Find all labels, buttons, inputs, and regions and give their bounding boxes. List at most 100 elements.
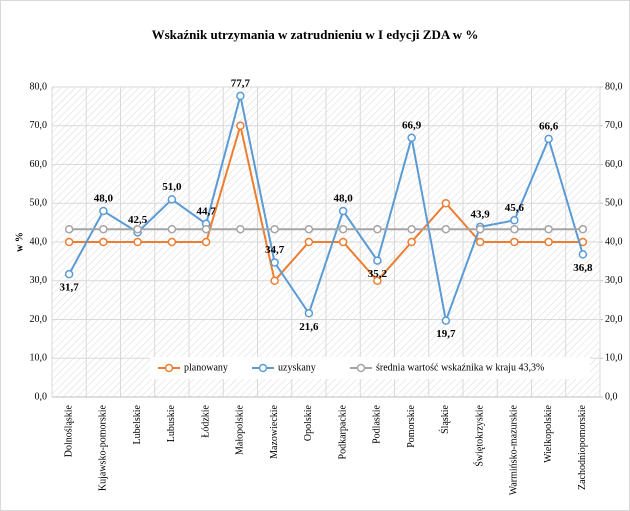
data-label: 45,6: [505, 202, 525, 214]
point-marker: [475, 224, 485, 234]
point-marker: [578, 224, 588, 234]
legend-label: planowany: [184, 362, 228, 373]
y-tick-label: 70,0: [30, 120, 48, 131]
legend-label: średnia wartość wskaźnika w kraju 43,3%: [376, 362, 544, 373]
y2-tick-label: 40,0: [605, 236, 623, 247]
data-label: 21,6: [299, 321, 319, 333]
point-marker: [99, 206, 108, 216]
x-tick-label: Podkarpackie: [337, 404, 348, 459]
point-marker: [304, 237, 314, 247]
y2-tick-label: 80,0: [605, 81, 623, 92]
data-label: 44,7: [197, 205, 217, 217]
point-marker: [441, 316, 451, 325]
point-marker: [544, 237, 553, 247]
point-marker: [373, 224, 382, 234]
point-marker: [544, 134, 553, 144]
point-marker: [304, 309, 314, 318]
data-label: 42,5: [128, 214, 148, 226]
data-label: 51,0: [162, 181, 182, 193]
x-tick-label: Lubuskie: [166, 404, 177, 442]
point-marker: [510, 237, 519, 247]
x-tick-label: Śląskie: [439, 404, 451, 433]
point-marker: [373, 256, 382, 265]
y2-tick-label: 20,0: [605, 314, 623, 325]
point-marker: [64, 237, 74, 247]
x-tick-label: Opolskie: [303, 404, 314, 441]
point-marker: [373, 276, 382, 285]
point-marker: [544, 224, 553, 234]
series-line: [69, 125, 583, 283]
point-marker: [407, 237, 416, 247]
point-marker: [99, 224, 108, 234]
point-marker: [167, 195, 177, 204]
x-tick-label: Kujawsko-pomorskie: [98, 404, 109, 491]
point-marker: [578, 250, 588, 259]
x-tick-label: Lubelskie: [132, 404, 143, 444]
legend-marker: [258, 363, 268, 373]
x-tick-label: Dolnośląskie: [63, 404, 74, 457]
point-marker: [270, 276, 279, 285]
data-label: 66,6: [539, 120, 559, 132]
x-tick-label: Podlaskie: [372, 404, 383, 443]
point-marker: [133, 224, 142, 234]
point-marker: [475, 237, 485, 247]
data-label: 77,7: [231, 77, 251, 89]
point-marker: [441, 199, 451, 208]
point-marker: [167, 237, 177, 247]
data-label: 48,0: [94, 193, 114, 205]
x-tick-label: Łódzkie: [200, 404, 211, 437]
legend-marker: [356, 363, 366, 373]
y-axis-label: w %: [14, 232, 25, 252]
x-tick-label: Warmińsko-mazurskie: [509, 404, 520, 495]
point-marker: [201, 237, 211, 247]
data-label: 34,7: [265, 244, 285, 256]
point-marker: [201, 224, 211, 234]
point-marker: [236, 224, 245, 234]
point-marker: [270, 224, 279, 234]
y-tick-label: 0,0: [35, 391, 48, 402]
point-marker: [407, 133, 416, 143]
x-tick-label: Mazowieckie: [269, 404, 280, 458]
y2-tick-label: 60,0: [605, 159, 623, 170]
x-tick-label: Świętokrzyskie: [473, 404, 485, 466]
point-marker: [236, 121, 245, 130]
x-tick-label: Zachodniopomorskie: [577, 404, 588, 490]
legend-label: uzyskany: [278, 362, 316, 373]
x-tick-label: Wielkopolskie: [543, 404, 554, 462]
y-tick-label: 30,0: [30, 275, 48, 286]
point-marker: [270, 258, 279, 267]
y-tick-label: 40,0: [30, 236, 48, 247]
y-tick-label: 60,0: [30, 159, 48, 170]
point-marker: [407, 224, 416, 234]
point-marker: [236, 91, 245, 101]
data-label: 19,7: [436, 328, 456, 340]
x-tick-label: Małopolskie: [235, 404, 246, 455]
data-label: 35,2: [368, 268, 388, 280]
point-marker: [64, 224, 74, 234]
legend-marker: [164, 363, 174, 373]
y-tick-label: 10,0: [30, 353, 48, 364]
y-tick-label: 20,0: [30, 314, 48, 325]
point-marker: [64, 269, 74, 279]
point-marker: [304, 224, 314, 234]
point-marker: [133, 237, 142, 247]
point-marker: [338, 224, 348, 234]
x-tick-label: Pomorskie: [406, 404, 417, 447]
y2-tick-label: 0,0: [605, 391, 618, 402]
point-marker: [510, 224, 519, 234]
y2-tick-label: 10,0: [605, 353, 623, 364]
y2-tick-label: 50,0: [605, 198, 623, 209]
point-marker: [99, 237, 108, 247]
data-label: 48,0: [334, 193, 354, 205]
y-tick-label: 80,0: [30, 81, 48, 92]
point-marker: [167, 224, 177, 234]
data-label: 66,9: [402, 119, 422, 131]
y-tick-label: 50,0: [30, 198, 48, 209]
series-line: [68, 95, 584, 325]
y2-tick-label: 30,0: [605, 275, 623, 286]
data-label: 36,8: [573, 262, 593, 274]
point-marker: [338, 206, 348, 216]
point-marker: [338, 237, 348, 247]
